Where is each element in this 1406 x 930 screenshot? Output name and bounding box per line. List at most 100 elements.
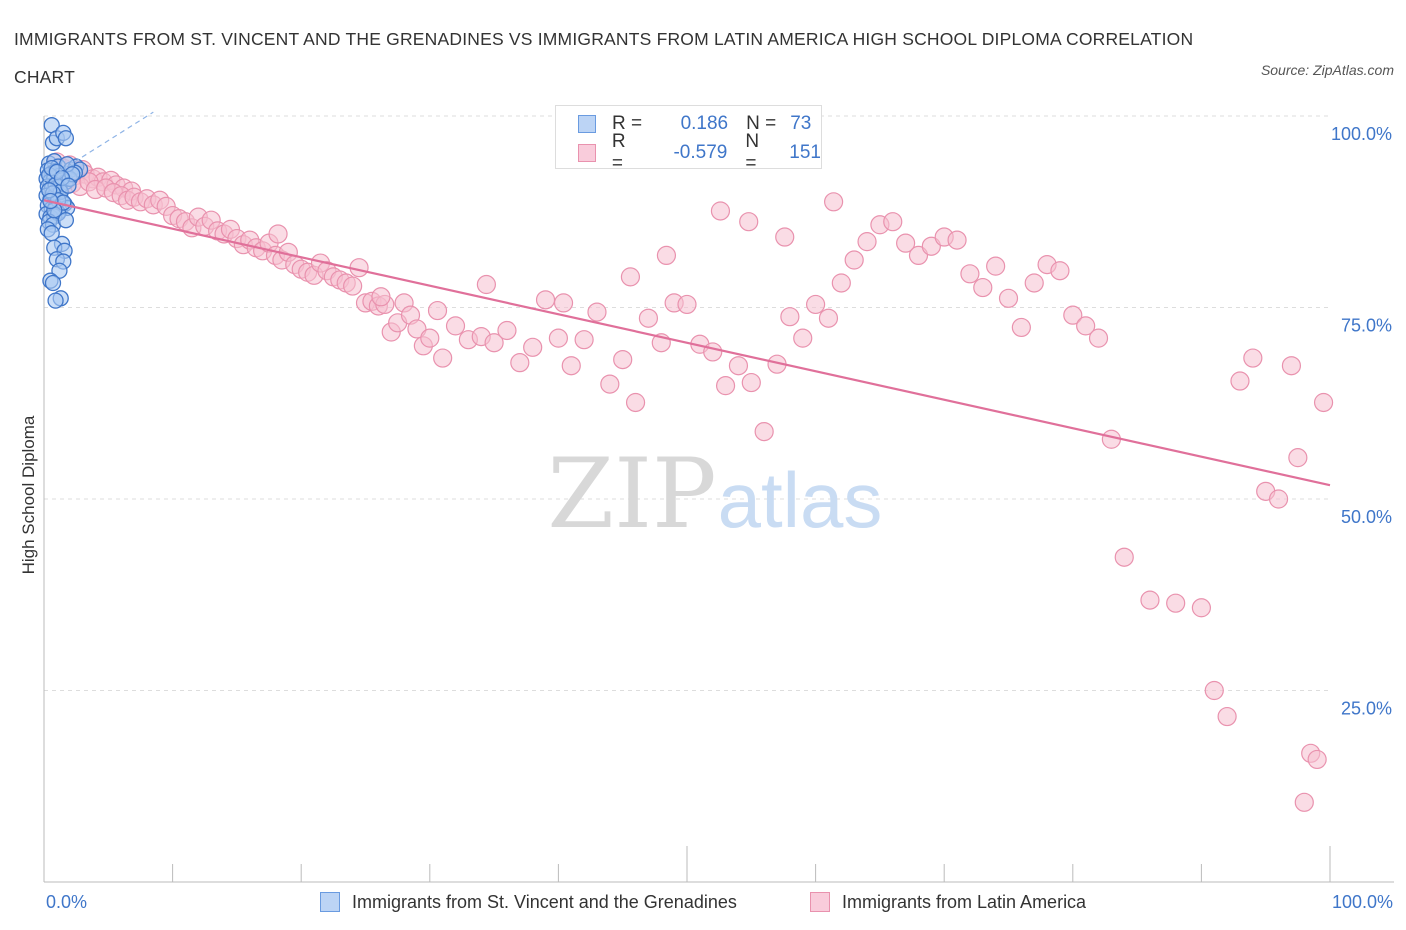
data-point-latin-america — [553, 293, 574, 313]
data-point-latin-america — [510, 353, 530, 373]
data-point-st-vincent — [57, 130, 75, 147]
data-point-latin-america — [1281, 356, 1302, 376]
data-point-latin-america — [535, 290, 556, 310]
data-point-latin-america — [1050, 261, 1070, 281]
data-point-latin-america — [831, 273, 851, 293]
data-point-latin-america — [1011, 317, 1031, 338]
bottom-legend-label-st-vincent: Immigrants from St. Vincent and the Gren… — [352, 891, 737, 912]
correlation-legend: R = 0.186 N = 73 R = -0.579 N = 151 — [555, 105, 822, 174]
data-point-latin-america — [1076, 316, 1096, 336]
legend-n-label: N = — [746, 113, 777, 134]
legend-n-value: 151 — [789, 142, 821, 163]
legend-row-latin-america: R = -0.579 N = 151 — [578, 131, 821, 174]
y-tick-label: 75.0% — [1341, 316, 1392, 336]
data-point-latin-america — [973, 277, 993, 298]
data-point-latin-america — [1166, 593, 1186, 613]
data-point-latin-america — [1294, 792, 1314, 812]
data-point-st-vincent — [47, 292, 64, 309]
data-point-latin-america — [775, 227, 795, 247]
data-point-latin-america — [587, 302, 607, 322]
data-point-latin-america — [484, 333, 504, 353]
axes — [43, 116, 1394, 883]
x-tick-label-min: 0.0% — [46, 892, 87, 912]
data-point-latin-america — [420, 328, 440, 348]
data-point-latin-america — [620, 267, 641, 287]
data-point-latin-america — [780, 307, 800, 327]
watermark-zip: ZIP — [547, 438, 716, 550]
data-point-st-vincent — [57, 212, 75, 229]
data-point-latin-america — [1204, 680, 1224, 701]
data-point-latin-america — [857, 232, 877, 252]
data-point-latin-america — [739, 212, 759, 232]
data-point-latin-america — [844, 250, 864, 270]
data-point-latin-america — [960, 264, 980, 284]
legend-r-label: R = — [611, 131, 626, 174]
data-point-latin-america — [613, 349, 633, 370]
data-point-latin-america — [883, 212, 903, 232]
data-point-latin-america — [1063, 305, 1083, 325]
data-point-latin-america — [656, 245, 677, 266]
data-point-latin-america — [1191, 598, 1212, 618]
data-point-st-vincent — [44, 274, 62, 292]
watermark: ZIP atlas — [547, 438, 882, 550]
data-point-latin-america — [1114, 547, 1134, 567]
bottom-legend-label-latin-america: Immigrants from Latin America — [842, 891, 1087, 912]
watermark-atlas: atlas — [718, 456, 883, 544]
data-point-latin-america — [754, 421, 774, 442]
data-point-latin-america — [805, 294, 826, 315]
x-tick-label-max: 100.0% — [1332, 892, 1393, 912]
series-st-vincent — [38, 117, 89, 309]
legend-r-value: -0.579 — [673, 142, 728, 163]
data-point-latin-america — [824, 192, 844, 212]
bottom-legend-st-vincent: Immigrants from St. Vincent and the Gren… — [320, 890, 737, 914]
data-point-latin-america — [523, 337, 543, 357]
data-point-latin-america — [1313, 392, 1334, 413]
data-point-latin-america — [548, 328, 569, 348]
data-point-latin-america — [715, 376, 736, 396]
data-point-latin-america — [896, 233, 916, 253]
legend-swatch-blue — [578, 115, 596, 133]
source-label: Source: ZipAtlas.com — [1260, 62, 1394, 78]
data-point-latin-america — [561, 356, 581, 376]
data-point-latin-america — [476, 274, 496, 295]
tick-labels: 100.0% 75.0% 50.0% 25.0% 0.0% 100.0% — [46, 124, 1393, 912]
data-point-latin-america — [574, 330, 594, 350]
legend-n-label: N = — [745, 131, 760, 174]
data-point-latin-america — [1230, 371, 1250, 391]
trendlines — [43, 111, 1331, 487]
data-point-latin-america — [600, 374, 620, 394]
data-point-latin-america — [1268, 489, 1289, 509]
data-point-latin-america — [497, 320, 517, 341]
y-tick-label: 100.0% — [1331, 124, 1392, 144]
data-point-latin-america — [998, 288, 1019, 308]
y-tick-label: 25.0% — [1341, 699, 1392, 719]
data-point-latin-america — [445, 316, 466, 336]
data-point-latin-america — [638, 308, 659, 328]
data-point-latin-america — [677, 294, 697, 315]
data-point-latin-america — [343, 276, 363, 296]
grid-lines — [44, 115, 1330, 691]
data-point-st-vincent — [60, 177, 77, 194]
data-point-latin-america — [728, 356, 749, 376]
trendline-st-vincent — [43, 111, 154, 182]
legend-row-st-vincent: R = 0.186 N = 73 — [578, 111, 811, 137]
legend-r-value: 0.186 — [680, 113, 729, 134]
data-point-latin-america — [1140, 590, 1160, 610]
data-point-latin-america — [427, 300, 448, 321]
bottom-legend-swatch-blue — [320, 892, 340, 912]
data-point-latin-america — [433, 348, 453, 368]
data-point-latin-america — [947, 230, 967, 250]
bottom-legend-latin-america: Immigrants from Latin America — [810, 890, 1086, 914]
data-point-latin-america — [1288, 448, 1308, 468]
data-point-latin-america — [268, 224, 288, 244]
y-tick-label: 50.0% — [1341, 507, 1392, 527]
data-point-latin-america — [1243, 348, 1263, 368]
legend-n-value: 73 — [790, 113, 812, 134]
data-point-latin-america — [1088, 328, 1109, 348]
data-point-latin-america — [741, 372, 761, 393]
data-point-latin-america — [1217, 706, 1237, 727]
data-point-latin-america — [793, 328, 813, 348]
data-point-latin-america — [818, 308, 839, 328]
chart-title: IMMIGRANTS FROM ST. VINCENT AND THE GREN… — [14, 29, 1194, 87]
bottom-legend-swatch-pink — [810, 892, 830, 912]
